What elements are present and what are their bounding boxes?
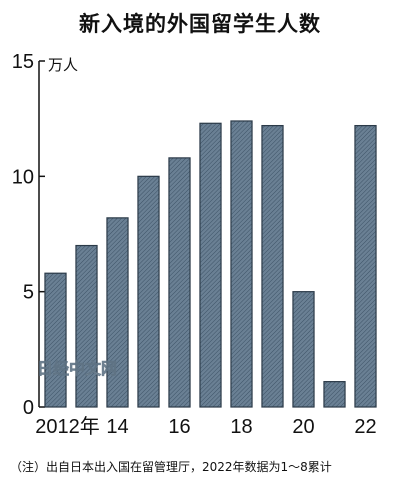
x-tick-label: 18: [230, 416, 252, 438]
x-tick-label: 20: [292, 416, 314, 438]
bar-2015: [137, 175, 160, 408]
bar-2013: [75, 244, 98, 408]
watermark-text: 日经中文网: [37, 359, 117, 378]
bar-2014: [106, 217, 129, 408]
y-tick-label: 0: [23, 397, 34, 419]
x-tick-label: 22: [354, 416, 376, 438]
y-tick-label: 5: [23, 282, 34, 304]
x-axis: 2012年 14 16 18 20 22: [35, 415, 376, 438]
bar-2018: [230, 120, 253, 408]
bar-2019: [261, 124, 284, 408]
y-axis: 0 5 10 15: [12, 51, 45, 419]
bar-2017: [199, 122, 222, 408]
bar-2021: [323, 381, 346, 408]
chart-title: 新入境的外国留学生人数: [79, 12, 321, 36]
bar-2012: [44, 272, 67, 408]
y-axis-unit-label: 万人: [48, 56, 78, 74]
x-tick-label: 14: [106, 416, 128, 438]
bar-2022: [354, 124, 377, 408]
source-note: （注）出自日本出入国在留管理厅，2022年数据为1～8累计: [10, 460, 332, 474]
x-tick-label: 16: [168, 416, 190, 438]
bars: [44, 120, 377, 408]
x-tick-label: 2012年: [35, 415, 100, 438]
y-tick-label: 15: [12, 51, 34, 73]
bar-2020: [292, 291, 315, 408]
bar-2016: [168, 157, 191, 408]
y-tick-label: 10: [12, 166, 34, 188]
